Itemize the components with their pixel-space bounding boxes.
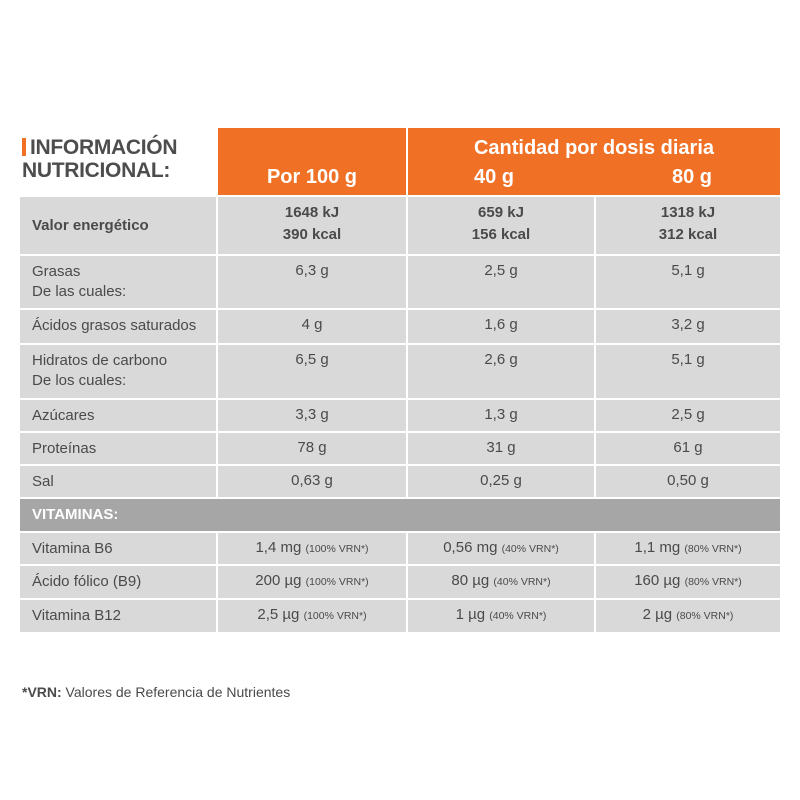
cell-40g: 0,56 mg (40% VRN*) [408,533,594,564]
percent-vrn: (40% VRN*) [493,576,551,588]
cell-per100: 1,4 mg (100% VRN*) [218,533,406,564]
header-per-100g: Por 100 g [218,128,406,195]
cell-40g: 2,5 g [408,256,594,308]
cell-per100: 2,5 µg (100% VRN*) [218,600,406,632]
footnote-key: *VRN: [22,684,62,700]
row-label-text: Grasas [32,263,81,280]
table-row: Ácidos grasos saturados 4 g 1,6 g 3,2 g [20,310,780,343]
value: 160 µg [634,572,681,589]
percent-vrn: (100% VRN*) [305,576,369,588]
row-label: Ácido fólico (B9) [20,566,216,598]
table-row: Sal 0,63 g 0,25 g 0,50 g [20,466,780,497]
value-kj: 659 kJ [478,204,524,221]
row-label: Azúcares [20,400,216,431]
value: 80 µg [451,572,490,589]
table-row-vitamin: Vitamina B6 1,4 mg (100% VRN*) 0,56 mg (… [20,533,780,564]
row-sublabel: De los cuales: [32,372,127,389]
row-label: Proteínas [20,433,216,464]
cell-40g: 1,6 g [408,310,594,343]
cell-40g: 2,6 g [408,345,594,398]
header-daily-dose: Cantidad por dosis diaria 40 g 80 g [408,128,780,195]
footnote: *VRN: Valores de Referencia de Nutriente… [22,684,290,700]
footnote-text: Valores de Referencia de Nutrientes [61,684,291,700]
row-label: Sal [20,466,216,497]
cell-80g: 5,1 g [596,345,780,398]
value-kj: 1318 kJ [660,204,716,221]
percent-vrn: (80% VRN*) [676,610,734,622]
table-row: Grasas De las cuales: 6,3 g 2,5 g 5,1 g [20,256,780,308]
table-row: Proteínas 78 g 31 g 61 g [20,433,780,464]
title-line-2: NUTRICIONAL: [22,159,171,182]
cell-40g: 1 µg (40% VRN*) [408,600,594,632]
percent-vrn: (80% VRN*) [684,576,742,588]
cell-80g: 1318 kJ 312 kcal [596,197,780,254]
percent-vrn: (80% VRN*) [684,543,742,555]
cell-80g: 61 g [596,433,780,464]
cell-80g: 5,1 g [596,256,780,308]
table-row-vitamin: Ácido fólico (B9) 200 µg (100% VRN*) 80 … [20,566,780,598]
percent-vrn: (40% VRN*) [501,543,559,555]
table-row-energy: Valor energético 1648 kJ 390 kcal 659 kJ 1… [20,197,780,254]
value: 1,1 mg [634,539,681,556]
row-label-text: Hidratos de carbono [32,352,168,369]
cell-80g: 160 µg (80% VRN*) [596,566,780,598]
cell-per100: 200 µg (100% VRN*) [218,566,406,598]
cell-per100: 6,5 g [218,345,406,398]
value-kcal: 390 kcal [282,226,342,243]
value: 200 µg [255,572,302,589]
row-sublabel: De las cuales: [32,283,127,300]
cell-40g: 659 kJ 156 kcal [408,197,594,254]
table-row-vitamin: Vitamina B12 2,5 µg (100% VRN*) 1 µg (40… [20,600,780,632]
value-kj: 1648 kJ [284,204,340,221]
cell-80g: 2 µg (80% VRN*) [596,600,780,632]
row-label: Vitamina B12 [20,600,216,632]
cell-per100: 1648 kJ 390 kcal [218,197,406,254]
cell-80g: 1,1 mg (80% VRN*) [596,533,780,564]
header-per-100g-label: Por 100 g [266,166,358,188]
cell-per100: 3,3 g [218,400,406,431]
cell-80g: 0,50 g [596,466,780,497]
table-row: Azúcares 3,3 g 1,3 g 2,5 g [20,400,780,431]
value: 1 µg [455,606,486,623]
cell-80g: 3,2 g [596,310,780,343]
value: 2 µg [642,606,673,623]
header-dose-80g: 80 g [671,166,712,188]
cell-per100: 0,63 g [218,466,406,497]
cell-40g: 31 g [408,433,594,464]
percent-vrn: (100% VRN*) [305,543,369,555]
header-dose-40g: 40 g [474,166,515,188]
cell-40g: 0,25 g [408,466,594,497]
header-dose-title: Cantidad por dosis diaria [473,137,715,159]
value-kcal: 156 kcal [471,226,531,243]
percent-vrn: (100% VRN*) [303,610,367,622]
value: 2,5 µg [257,606,300,623]
cell-40g: 1,3 g [408,400,594,431]
row-label: Hidratos de carbono De los cuales: [20,345,216,398]
cell-per100: 78 g [218,433,406,464]
cell-80g: 2,5 g [596,400,780,431]
value: 1,4 mg [255,539,302,556]
title-line-1: INFORMACIÓN [30,136,178,159]
cell-40g: 80 µg (40% VRN*) [408,566,594,598]
table-title: INFORMACIÓN NUTRICIONAL: [22,136,177,182]
vitamins-section-heading: VITAMINAS: [20,499,780,531]
percent-vrn: (40% VRN*) [489,610,547,622]
table-row: Hidratos de carbono De los cuales: 6,5 g … [20,345,780,398]
value: 0,56 mg [443,539,498,556]
row-label: Ácidos grasos saturados [20,310,216,343]
accent-bar [22,138,26,156]
row-label: Vitamina B6 [20,533,216,564]
row-label: Grasas De las cuales: [20,256,216,308]
value-kcal: 312 kcal [658,226,718,243]
cell-per100: 6,3 g [218,256,406,308]
cell-per100: 4 g [218,310,406,343]
row-label: Valor energético [20,197,216,254]
